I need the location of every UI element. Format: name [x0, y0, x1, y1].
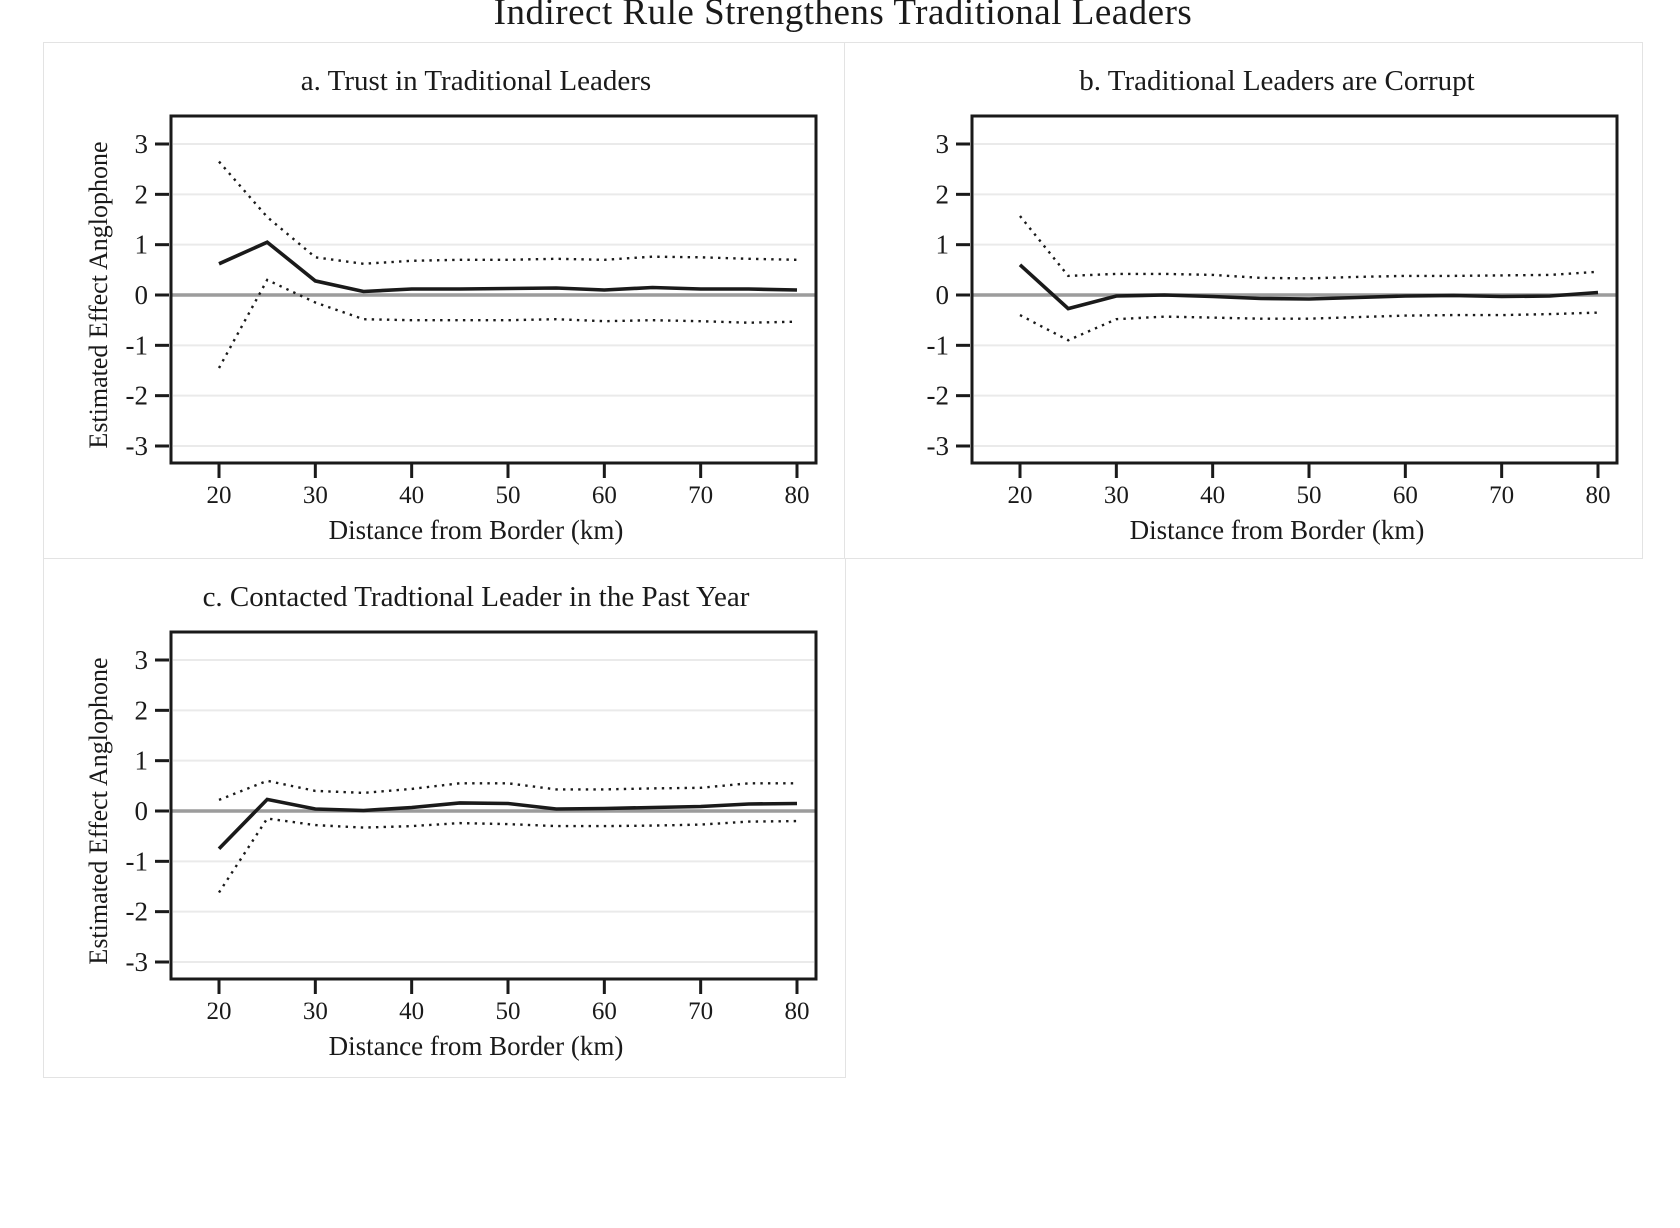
y-tick-label-1: 1 [135, 746, 149, 776]
panel-c-title: c. Contacted Tradtional Leader in the Pa… [202, 581, 750, 613]
x-tick-label-40: 40 [399, 482, 424, 507]
y-tick-label-2: 2 [936, 179, 950, 209]
panel-c-x-axis-label: Distance from Border (km) [328, 1031, 624, 1061]
y-tick-label-3: 3 [135, 645, 149, 675]
y-tick-label-0: 0 [936, 280, 950, 310]
x-tick-label-80: 80 [1585, 482, 1610, 507]
panel-a-x-axis-label: Distance from Border (km) [328, 515, 624, 545]
x-tick-label-50: 50 [1296, 482, 1321, 507]
x-tick-label-80: 80 [784, 482, 809, 507]
x-tick-label-80: 80 [784, 998, 809, 1023]
x-tick-label-30: 30 [303, 998, 328, 1023]
y-tick-label-1: 1 [936, 230, 950, 260]
series-ci-upper-line [218, 779, 797, 802]
y-tick-label--1: -1 [927, 330, 950, 360]
series-estimate-line [1018, 263, 1599, 311]
y-tick-label--3: -3 [927, 431, 950, 461]
panel-a-cell: a. Trust in Traditional Leaders Estimate… [44, 43, 845, 558]
y-tick-label-1: 1 [135, 230, 149, 260]
x-tick-label-50: 50 [495, 482, 520, 507]
panel-b: b. Traditional Leaders are Corrupt 3 2 1 0 -… [845, 43, 1645, 558]
y-tick-label--1: -1 [126, 846, 149, 876]
series-ci-upper-line [218, 160, 798, 266]
x-tick-label-40: 40 [399, 998, 424, 1023]
y-tick-label-3: 3 [936, 129, 950, 159]
x-tick-label-40: 40 [1200, 482, 1225, 507]
top-panel-row: a. Trust in Traditional Leaders Estimate… [43, 42, 1643, 559]
x-tick-label-70: 70 [1489, 482, 1514, 507]
y-tick-label--2: -2 [126, 381, 149, 411]
y-tick-label--2: -2 [126, 897, 149, 927]
y-tick-label-2: 2 [135, 695, 149, 725]
panel-a-title: a. Trust in Traditional Leaders [300, 65, 652, 97]
panel-b-cell: b. Traditional Leaders are Corrupt 3 2 1 0 -… [845, 43, 1645, 558]
plot-frame [169, 114, 818, 465]
figure-title: Indirect Rule Strengthens Traditional Le… [493, 0, 1193, 33]
panel-b-chart: 3 2 1 0 -1 -2 -3 20 30 40 50 60 70 80 [927, 114, 1619, 507]
panel-a: a. Trust in Traditional Leaders Estimate… [44, 43, 844, 558]
x-tick-label-30: 30 [303, 482, 328, 507]
bottom-panel-row: c. Contacted Tradtional Leader in the Pa… [43, 558, 846, 1078]
series-ci-lower-line [1019, 311, 1599, 342]
series-ci-lower-line [217, 817, 798, 894]
panel-c-chart: 3 2 1 0 -1 -2 -3 20 30 40 50 60 70 80 [126, 630, 818, 1023]
y-tick-label-2: 2 [135, 179, 149, 209]
x-tick-label-60: 60 [592, 482, 617, 507]
y-tick-label-0: 0 [135, 280, 149, 310]
x-tick-label-20: 20 [1008, 482, 1033, 507]
x-tick-label-20: 20 [207, 482, 232, 507]
x-tick-label-50: 50 [495, 998, 520, 1023]
panel-b-x-axis-label: Distance from Border (km) [1129, 515, 1425, 545]
x-tick-label-70: 70 [688, 998, 713, 1023]
series-estimate-line [217, 797, 798, 850]
x-tick-label-60: 60 [592, 998, 617, 1023]
plot-frame [169, 630, 818, 981]
y-tick-label--2: -2 [927, 381, 950, 411]
y-tick-label-0: 0 [135, 796, 149, 826]
panel-c: c. Contacted Tradtional Leader in the Pa… [44, 559, 844, 1074]
panel-a-chart: 3 2 1 0 -1 -2 -3 20 30 40 50 60 70 80 [126, 114, 818, 507]
x-tick-label-20: 20 [207, 998, 232, 1023]
x-tick-label-70: 70 [688, 482, 713, 507]
plot-frame [970, 114, 1619, 465]
x-tick-label-30: 30 [1104, 482, 1129, 507]
y-tick-label--1: -1 [126, 330, 149, 360]
series-ci-lower-line [217, 278, 798, 369]
panel-b-title: b. Traditional Leaders are Corrupt [1079, 65, 1475, 97]
series-estimate-line [218, 240, 798, 294]
series-ci-upper-line [1019, 215, 1599, 280]
y-tick-label-3: 3 [135, 129, 149, 159]
y-tick-label--3: -3 [126, 431, 149, 461]
x-tick-label-60: 60 [1393, 482, 1418, 507]
y-tick-label--3: -3 [126, 947, 149, 977]
